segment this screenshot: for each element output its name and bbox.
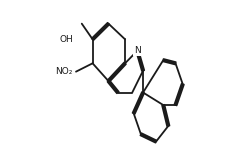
- Text: OH: OH: [59, 35, 73, 44]
- Text: NO₂: NO₂: [55, 67, 72, 76]
- Text: N: N: [134, 46, 141, 55]
